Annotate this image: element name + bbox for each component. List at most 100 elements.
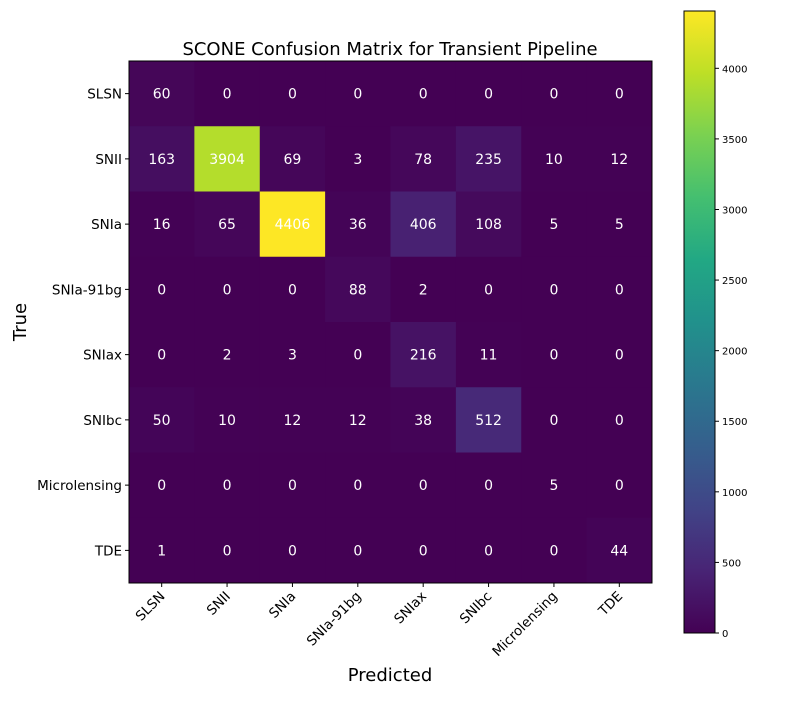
cell-value-label: 50	[153, 413, 171, 429]
matrix-cell	[325, 517, 391, 584]
matrix-cell	[129, 387, 195, 453]
cell-value-label: 0	[484, 282, 493, 298]
colorbar-tick-label: 3500	[722, 135, 747, 146]
colorbar	[683, 10, 716, 634]
cell-value-label: 5	[549, 217, 558, 233]
matrix-cell	[586, 517, 653, 584]
matrix-cell	[194, 387, 261, 453]
matrix-cell	[325, 256, 391, 323]
x-tick-label: SLSN	[133, 589, 169, 625]
y-tick-label: Microlensing	[37, 478, 122, 494]
x-tick-label: TDE	[595, 589, 626, 620]
matrix-cell	[129, 452, 195, 519]
colorbar-tick-label: 0	[722, 629, 728, 640]
matrix-cell	[521, 387, 588, 453]
cell-value-label: 0	[157, 348, 166, 364]
cell-value-label: 10	[545, 152, 563, 168]
matrix-cell	[455, 322, 522, 388]
y-tick-label: SNIa-91bg	[52, 282, 122, 298]
x-axis-label: Predicted	[348, 665, 433, 686]
matrix-cell	[586, 126, 653, 192]
cell-value-label: 216	[410, 348, 437, 364]
matrix-cell	[390, 256, 457, 323]
colorbar-tick-label: 500	[722, 558, 741, 569]
matrix-cell	[259, 322, 326, 388]
cell-value-label: 88	[349, 282, 367, 298]
cell-value-label: 12	[349, 413, 367, 429]
matrix-cell	[521, 61, 588, 127]
y-tick-label: SNIa	[91, 217, 122, 233]
matrix-cell	[325, 191, 391, 258]
matrix-cell	[259, 191, 326, 258]
matrix-cell	[325, 61, 391, 127]
matrix-cell	[390, 322, 457, 388]
x-tick-label: SNIax	[391, 589, 430, 628]
cell-value-label: 0	[615, 87, 624, 103]
cell-value-label: 69	[284, 152, 302, 168]
matrix-cell	[325, 126, 391, 192]
cell-value-label: 12	[610, 152, 628, 168]
matrix-cell	[259, 452, 326, 519]
matrix-cell	[259, 126, 326, 192]
cell-value-label: 0	[549, 543, 558, 559]
colorbar-tick-label: 1500	[722, 417, 747, 428]
colorbar-tick-label: 4000	[722, 64, 747, 75]
colorbar-tick-label: 2000	[722, 347, 747, 358]
matrix-cell	[325, 452, 391, 519]
matrix-cell	[586, 452, 653, 519]
matrix-cell	[194, 191, 261, 258]
cell-value-label: 0	[615, 478, 624, 494]
colorbar-tick-label: 3000	[722, 205, 747, 216]
matrix-cell	[390, 452, 457, 519]
cell-value-label: 3	[288, 348, 297, 364]
cell-value-label: 0	[419, 87, 428, 103]
cell-value-label: 0	[615, 282, 624, 298]
cell-value-label: 0	[484, 543, 493, 559]
cell-value-label: 0	[353, 478, 362, 494]
matrix-cell	[259, 387, 326, 453]
cell-value-label: 0	[615, 348, 624, 364]
chart-title: SCONE Confusion Matrix for Transient Pip…	[182, 39, 597, 60]
y-tick-label: SLSN	[87, 87, 122, 103]
matrix-cell	[194, 61, 261, 127]
matrix-cell	[259, 61, 326, 127]
cell-value-label: 0	[419, 478, 428, 494]
matrix-cell	[194, 126, 261, 192]
matrix-cell	[194, 256, 261, 323]
cell-value-label: 235	[475, 152, 502, 168]
cell-value-label: 3904	[209, 152, 245, 168]
matrix-cell	[586, 191, 653, 258]
cell-value-label: 0	[288, 478, 297, 494]
x-tick-label: SNIa	[266, 589, 299, 622]
matrix-cell	[390, 517, 457, 584]
matrix-cell	[455, 61, 522, 127]
cell-value-label: 0	[223, 478, 232, 494]
cell-value-label: 108	[475, 217, 502, 233]
matrix-cell	[521, 322, 588, 388]
matrix-cell	[129, 126, 195, 192]
matrix-cell	[521, 517, 588, 584]
cell-value-label: 0	[419, 543, 428, 559]
cell-value-label: 0	[157, 478, 166, 494]
y-tick-label: SNII	[95, 152, 122, 168]
cell-value-label: 0	[288, 543, 297, 559]
cell-value-label: 0	[223, 87, 232, 103]
matrix-cell	[194, 322, 261, 388]
matrix-cell	[586, 61, 653, 127]
matrix-cell	[521, 452, 588, 519]
cell-value-label: 4406	[275, 217, 311, 233]
cell-value-label: 10	[218, 413, 236, 429]
matrix-cell	[129, 256, 195, 323]
cell-value-label: 0	[484, 478, 493, 494]
cell-value-label: 406	[410, 217, 437, 233]
y-axis-label: True	[10, 303, 31, 342]
x-tick-label: SNII	[204, 589, 234, 619]
matrix-cell	[325, 322, 391, 388]
cell-value-label: 5	[615, 217, 624, 233]
colorbar-tick-label: 2500	[722, 276, 747, 287]
cell-value-label: 12	[284, 413, 302, 429]
cell-value-label: 11	[480, 348, 498, 364]
cell-value-label: 512	[475, 413, 502, 429]
matrix-cell	[129, 61, 195, 127]
